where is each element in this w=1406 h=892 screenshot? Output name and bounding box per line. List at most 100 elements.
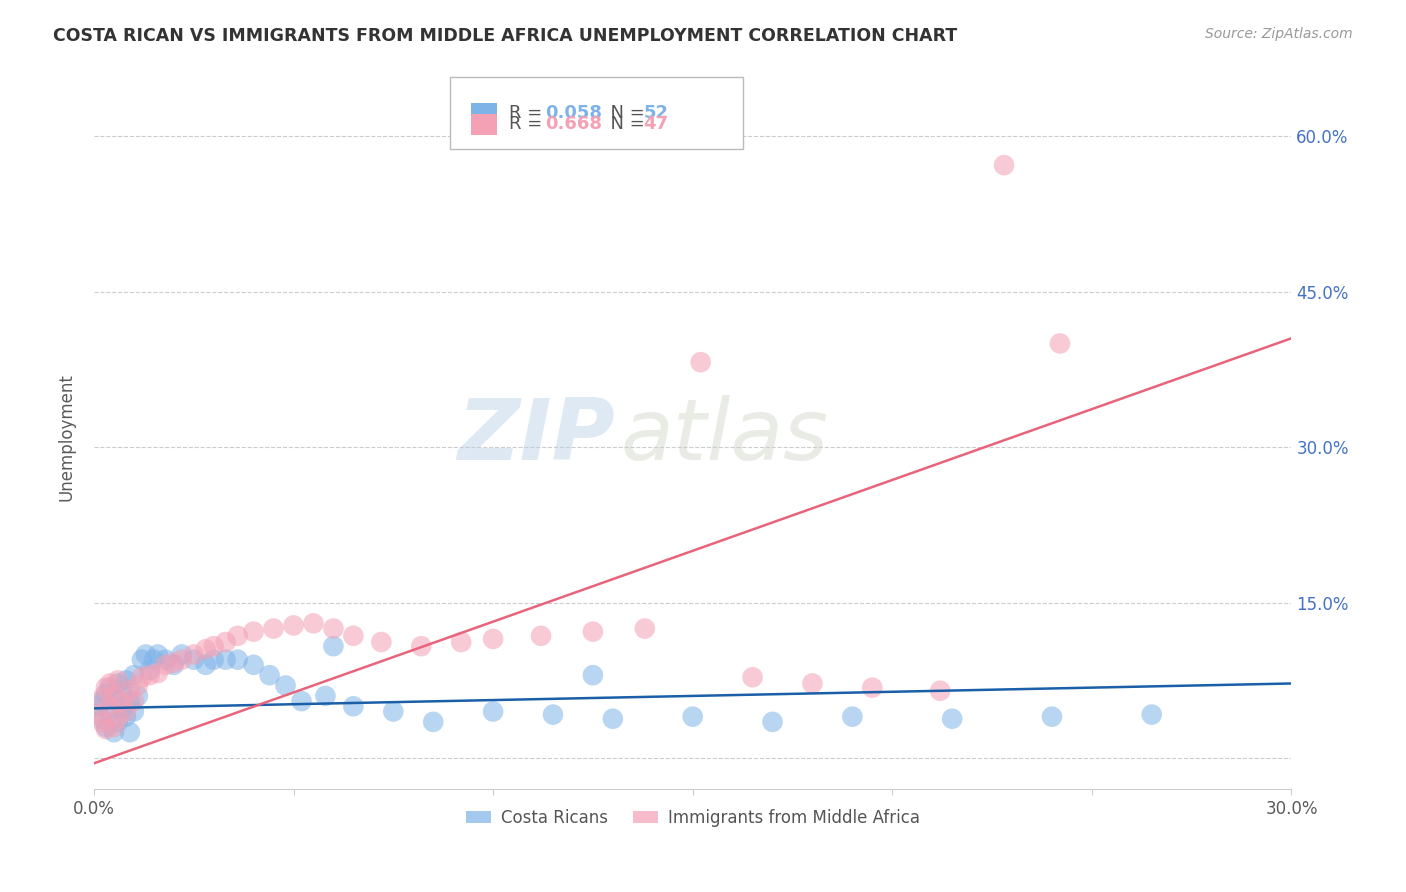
Text: ZIP: ZIP	[457, 395, 614, 478]
Point	[139, 663, 162, 677]
Point	[634, 622, 657, 636]
Point	[87, 699, 110, 714]
Point	[322, 622, 344, 636]
Text: 0.668: 0.668	[546, 115, 602, 133]
Text: Source: ZipAtlas.com: Source: ZipAtlas.com	[1205, 27, 1353, 41]
Legend: Costa Ricans, Immigrants from Middle Africa: Costa Ricans, Immigrants from Middle Afr…	[458, 803, 927, 834]
Point	[94, 720, 117, 734]
Point	[107, 673, 129, 688]
Point	[314, 689, 336, 703]
Text: N =: N =	[599, 104, 651, 122]
Point	[155, 657, 177, 672]
Point	[450, 635, 472, 649]
Point	[139, 668, 162, 682]
Point	[860, 681, 883, 695]
Point	[155, 653, 177, 667]
Point	[98, 705, 121, 719]
Point	[1140, 707, 1163, 722]
Point	[582, 668, 605, 682]
Point	[682, 709, 704, 723]
Point	[118, 694, 141, 708]
Point	[202, 639, 225, 653]
Point	[107, 676, 129, 690]
Point	[122, 705, 145, 719]
Point	[214, 653, 236, 667]
Point	[841, 709, 863, 723]
Point	[411, 639, 433, 653]
Point	[741, 670, 763, 684]
FancyBboxPatch shape	[471, 114, 498, 135]
Point	[118, 725, 141, 739]
Text: 52: 52	[644, 104, 669, 122]
Text: COSTA RICAN VS IMMIGRANTS FROM MIDDLE AFRICA UNEMPLOYMENT CORRELATION CHART: COSTA RICAN VS IMMIGRANTS FROM MIDDLE AF…	[53, 27, 957, 45]
Point	[290, 694, 312, 708]
Point	[194, 642, 217, 657]
Point	[283, 618, 305, 632]
Y-axis label: Unemployment: Unemployment	[58, 373, 75, 500]
Point	[87, 707, 110, 722]
Point	[263, 622, 285, 636]
Point	[115, 705, 138, 719]
Point	[94, 687, 117, 701]
Point	[103, 720, 125, 734]
FancyBboxPatch shape	[471, 103, 498, 125]
Point	[482, 705, 505, 719]
Point	[111, 701, 134, 715]
Point	[993, 158, 1015, 172]
Text: N =: N =	[599, 115, 651, 133]
Point	[194, 657, 217, 672]
Point	[127, 679, 149, 693]
Point	[259, 668, 281, 682]
Point	[90, 714, 112, 729]
Point	[183, 653, 205, 667]
Point	[342, 629, 364, 643]
Point	[530, 629, 553, 643]
Point	[90, 691, 112, 706]
Point	[107, 712, 129, 726]
Point	[274, 679, 297, 693]
Point	[146, 648, 169, 662]
Point	[122, 694, 145, 708]
Point	[163, 656, 186, 670]
Point	[94, 681, 117, 695]
Point	[111, 683, 134, 698]
Point	[118, 683, 141, 698]
Point	[131, 653, 153, 667]
Point	[183, 648, 205, 662]
Point	[1049, 336, 1071, 351]
Point	[90, 712, 112, 726]
Point	[111, 694, 134, 708]
Point	[163, 657, 186, 672]
Point	[170, 653, 193, 667]
Point	[107, 714, 129, 729]
Point	[226, 629, 249, 643]
Point	[142, 653, 165, 667]
Point	[131, 670, 153, 684]
Point	[94, 722, 117, 736]
Point	[370, 635, 392, 649]
Text: R =: R =	[509, 115, 548, 133]
Point	[90, 694, 112, 708]
Point	[98, 681, 121, 695]
Point	[135, 648, 157, 662]
Text: atlas: atlas	[621, 395, 830, 478]
Point	[322, 639, 344, 653]
Point	[761, 714, 783, 729]
Point	[242, 624, 264, 639]
Point	[482, 632, 505, 646]
Text: 47: 47	[644, 115, 669, 133]
FancyBboxPatch shape	[450, 78, 742, 149]
Point	[929, 683, 952, 698]
Point	[115, 673, 138, 688]
Point	[115, 709, 138, 723]
Point	[801, 676, 824, 690]
Point	[342, 699, 364, 714]
Point	[242, 657, 264, 672]
Point	[170, 648, 193, 662]
Point	[98, 676, 121, 690]
Point	[146, 666, 169, 681]
Point	[689, 355, 711, 369]
Point	[103, 691, 125, 706]
Text: 0.058: 0.058	[546, 104, 602, 122]
Point	[98, 699, 121, 714]
